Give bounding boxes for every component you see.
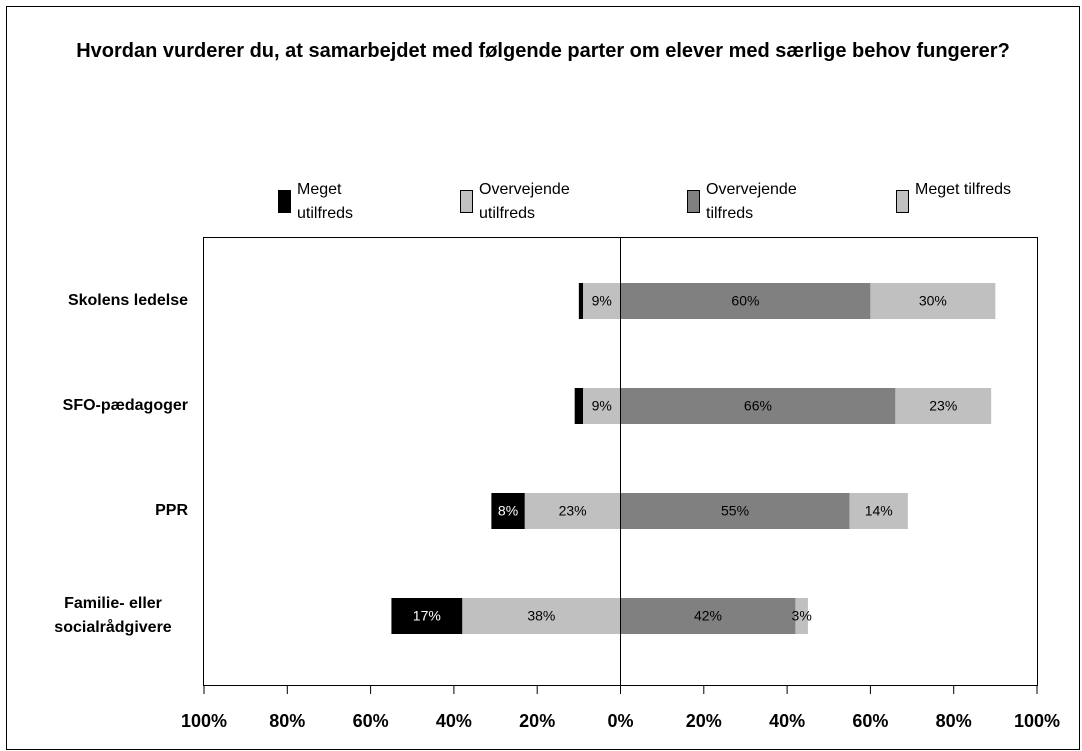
x-tick-label: 60% [852,711,888,731]
legend-label: Overvejende tilfreds [706,181,797,222]
bar-segment [524,493,621,529]
data-label: 3% [792,608,812,624]
category-label: Skolens ledelse [10,289,188,313]
data-label: 14% [865,503,893,519]
legend-label: Meget utilfreds [297,181,354,222]
category-label: Familie- eller socialrådgivere [10,592,188,640]
bar-segment [620,493,850,529]
x-tick-label: 60% [353,711,389,731]
category-text: PPR [155,502,188,519]
bar-segment [578,283,584,319]
bar-segment [620,283,871,319]
x-tick-label: 80% [269,711,305,731]
legend-swatch [460,190,473,213]
x-tick-label: 20% [519,711,555,731]
data-label: 23% [929,398,957,414]
legend-swatch [896,190,909,213]
category-text: SFO-pædagoger [62,397,188,414]
legend-label: Meget tilfreds [915,181,1012,198]
bar-segment [462,598,621,634]
bar-segment [849,493,908,529]
legend-swatch [278,190,291,213]
bar-segment [895,388,992,424]
legend-label: Overvejende utilfreds [479,181,570,222]
data-label: 66% [744,398,772,414]
data-label: 55% [721,503,749,519]
x-tick-label: 20% [686,711,722,731]
bar-segment [620,388,896,424]
x-tick-label: 0% [607,711,633,731]
legend-swatch [687,190,700,213]
category-text: Skolens ledelse [67,292,188,309]
bar-segment [583,388,621,424]
data-label: 23% [559,503,587,519]
bar-segment [620,598,796,634]
x-tick-label: 100% [181,711,227,731]
category-text: Familie- eller socialrådgivere [54,595,172,636]
data-label: 9% [592,293,612,309]
x-tick-label: 40% [769,711,805,731]
bar-segment [870,283,996,319]
bar-segment [491,493,525,529]
category-label: PPR [10,499,188,523]
data-label: 17% [413,608,441,624]
data-label: 42% [694,608,722,624]
data-label: 38% [527,608,555,624]
data-label: 30% [919,293,947,309]
bar-segment [795,598,808,634]
data-label: 60% [731,293,759,309]
x-tick-label: 80% [936,711,972,731]
category-label: SFO-pædagoger [10,394,188,418]
bar-segment [583,283,621,319]
data-label: 9% [592,398,612,414]
bar-segment [574,388,584,424]
x-tick-label: 100% [1014,711,1060,731]
bar-segment [391,598,463,634]
x-tick-label: 40% [436,711,472,731]
data-label: 8% [498,503,518,519]
chart-title: Hvordan vurderer du, at samarbejdet med … [76,40,1010,62]
